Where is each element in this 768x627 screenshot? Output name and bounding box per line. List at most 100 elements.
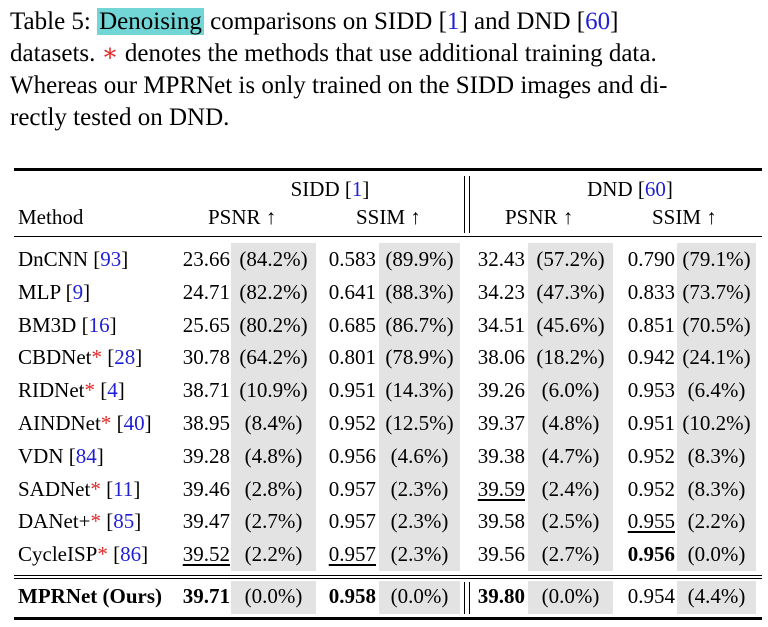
ours-sidd-ssim: 0.958 [328,584,376,608]
table-cell-dp: 39.37 [477,411,525,435]
table-cell-sp: 39.46 [182,477,230,501]
table-cell-ds: 0.942 [627,345,675,369]
table-cell-dp: 39.58 [477,509,525,533]
shade-band [231,243,316,571]
table-cell-dpp: (47.3%) [536,280,605,304]
asterisk-marker: * [91,345,103,369]
table-cell-dsp: (0.0%) [687,542,746,566]
shade-band [677,243,756,571]
table-caption: Table 5: Denoising comparisons on SIDD [… [10,6,760,134]
citation-link[interactable]: 60 [585,8,611,35]
table-cell-spp: (4.8%) [244,444,303,468]
table-cell-dpp: (4.7%) [541,444,600,468]
table-cell-dp: 39.56 [477,542,525,566]
top-rule [14,168,762,171]
table-cell-dpp: (6.0%) [541,378,600,402]
caption-line-3: Whereas our MPRNet is only trained on th… [10,72,668,99]
divider-line [469,176,470,233]
table-cell-ds: 0.955 [627,509,675,533]
table-cell-sp: 24.71 [182,280,230,304]
method-name: CBDNet* [28] [18,345,143,369]
table-cell-ss: 0.801 [328,345,376,369]
table-cell-dp: 38.06 [477,345,525,369]
sidd-ssim-header: SSIM ↑ [356,205,421,229]
table-cell-sp: 38.95 [182,411,230,435]
table-cell-ds: 0.952 [627,477,675,501]
method-name: MLP [9] [18,280,91,304]
citation-link[interactable]: 4 [107,378,118,402]
table-cell-spp: (10.9%) [239,378,308,402]
table-cell-dpp: (2.5%) [541,509,600,533]
divider-line [469,582,470,614]
asterisk-marker: * [97,542,108,566]
table-cell-sp: 39.28 [182,444,230,468]
ours-sidd-psnr: 39.71 [182,584,230,608]
asterisk-marker: ∗ [101,40,119,67]
table-cell-dpp: (2.7%) [541,542,600,566]
table-cell-ssp: (2.3%) [390,542,449,566]
method-name: DANet+* [85] [18,509,142,533]
asterisk-marker: * [84,378,96,402]
table-cell-dpp: (4.8%) [541,411,600,435]
table-cell-sp: 39.47 [182,509,230,533]
table-cell-ds: 0.956 [627,542,675,566]
table-cell-dsp: (2.2%) [687,509,746,533]
table-cell-ds: 0.833 [627,280,675,304]
citation-link[interactable]: 16 [88,313,110,337]
ours-sidd-psnr-gap: (0.0%) [244,584,303,608]
ours-sidd-ssim-gap: (0.0%) [390,584,449,608]
table-cell-ssp: (14.3%) [385,378,454,402]
table-cell-dp: 39.59 [477,477,525,501]
method-name: SADNet* [11] [18,477,141,501]
table-cell-dsp: (10.2%) [682,411,751,435]
table-cell-dsp: (73.7%) [682,280,751,304]
table-cell-sp: 23.66 [182,247,230,271]
citation-link[interactable]: 40 [123,411,145,435]
table-cell-sp: 30.78 [182,345,230,369]
table-cell-ssp: (86.7%) [385,313,454,337]
citation-link[interactable]: 86 [120,542,142,566]
method-name: DnCNN [93] [18,247,129,271]
method-name: RIDNet* [4] [18,378,125,402]
table-cell-dsp: (70.5%) [682,313,751,337]
table-cell-ssp: (89.9%) [385,247,454,271]
asterisk-marker: * [100,411,112,435]
table-cell-sp: 38.71 [182,378,230,402]
table-cell-ssp: (2.3%) [390,509,449,533]
table-cell-ss: 0.957 [328,542,376,566]
shade-band [677,581,756,614]
table-cell-spp: (2.7%) [244,509,303,533]
table-cell-dpp: (18.2%) [536,345,605,369]
sidd-psnr-header: PSNR ↑ [208,205,277,229]
method-name: BM3D [16] [18,313,117,337]
table-cell-ss: 0.952 [328,411,376,435]
citation-link[interactable]: 11 [113,477,134,501]
citation-link[interactable]: 9 [72,280,84,304]
table-cell-spp: (82.2%) [239,280,308,304]
citation-link[interactable]: 28 [114,345,136,369]
citation-link[interactable]: 1 [446,8,460,35]
citation-link[interactable]: 85 [113,509,135,533]
highlighted-word: Denoising [97,8,204,35]
ours-method-name: MPRNet (Ours) [18,584,163,608]
citation-link[interactable]: 60 [644,177,666,201]
citation-link[interactable]: 84 [75,444,97,468]
table-label: Table 5: [10,8,91,35]
table-cell-ss: 0.583 [328,247,376,271]
citation-link[interactable]: 93 [100,247,122,271]
caption-line-2: datasets. ∗ denotes the methods that use… [10,40,657,67]
table-cell-dp: 34.23 [477,280,525,304]
table-cell-ds: 0.790 [627,247,675,271]
table-cell-dpp: (45.6%) [536,313,605,337]
citation-link[interactable]: 1 [351,177,363,201]
table-cell-dsp: (8.3%) [687,444,746,468]
ours-dnd-psnr: 39.80 [477,584,525,608]
table-cell-ssp: (88.3%) [385,280,454,304]
table-cell-ssp: (2.3%) [390,477,449,501]
table-cell-spp: (8.4%) [244,411,303,435]
header-rule [14,236,762,237]
table-cell-dp: 39.38 [477,444,525,468]
table-cell-ssp: (78.9%) [385,345,454,369]
method-name: VDN [84] [18,444,104,468]
table-cell-ds: 0.952 [627,444,675,468]
